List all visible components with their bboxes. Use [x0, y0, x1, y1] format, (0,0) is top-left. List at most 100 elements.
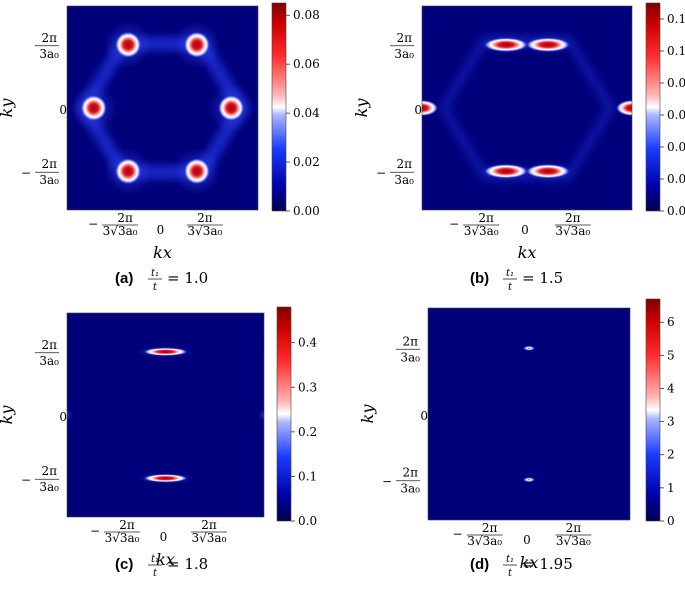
panel-b: 2π3a₀02π3a₀−ky2π3√3a₀−02π3√3a₀kx0.000.02…: [352, 2, 685, 293]
x-tick-label: 2π 3√3a₀: [467, 521, 502, 548]
caption-ratio-numerator: t₁: [151, 554, 159, 565]
colorbar-tick-label: 0.08: [293, 8, 320, 22]
peak-6: [616, 100, 632, 116]
x-tick-minus: −: [449, 217, 459, 231]
peak-2: [143, 474, 188, 483]
caption-ratio-denominator: t: [508, 282, 513, 293]
y-tick-minus: −: [376, 166, 386, 180]
caption-letter: (d): [470, 556, 489, 573]
colorbar-fill: [645, 298, 661, 522]
y-tick-label: 2π: [41, 157, 57, 171]
x-tick-label: 2π 3√3a₀: [555, 211, 590, 238]
colorbar-tick-label: 0.3: [298, 380, 317, 394]
plot-area: [428, 308, 630, 520]
y-tick-label: 0: [414, 103, 422, 117]
caption-letter: (b): [470, 270, 489, 287]
caption-ratio-numerator: t₁: [506, 554, 514, 565]
x-tick-label: 0: [160, 530, 168, 544]
peak-5: [80, 95, 107, 121]
y-tick-minus: −: [21, 473, 31, 487]
caption-value: = 1.95: [522, 555, 573, 573]
y-tick-label: 3a₀: [400, 482, 420, 496]
panel-caption: (a) t₁ t = 1.0: [115, 268, 208, 293]
colorbar-tick-label: 0.00: [667, 204, 685, 218]
x-tick-minus: −: [453, 527, 463, 541]
panel-caption: (d) t₁ t = 1.95: [470, 554, 573, 579]
y-tick-label: 3a₀: [39, 480, 59, 494]
y-axis-label: ky: [352, 98, 371, 118]
y-tick-label: 2π: [41, 31, 57, 45]
colorbar: 0 1 2 3 4 5 6: [645, 298, 675, 528]
caption-value: = 1.5: [522, 269, 563, 287]
x-tick-label: 2π 3√3a₀: [187, 211, 222, 238]
x-tick-label: 0: [157, 223, 165, 237]
x-tick-label: 0: [523, 533, 531, 547]
y-tick-label: 2π: [402, 334, 418, 348]
colorbar-tick-label: 0.0: [298, 514, 317, 528]
colorbar-tick-label: 0.06: [667, 108, 685, 122]
colorbar-fill: [645, 2, 661, 212]
peak-4: [183, 158, 210, 185]
colorbar-tick-label: 0.06: [293, 57, 320, 71]
colorbar-tick-label: 2: [667, 448, 675, 462]
peak-6: [218, 95, 245, 121]
plot-background: [428, 308, 630, 520]
caption-ratio-denominator: t: [153, 282, 158, 293]
x-tick-minus: −: [88, 217, 98, 231]
x-tick-label: 2π 3√3a₀: [556, 521, 591, 548]
panel-caption: (b) t₁ t = 1.5: [470, 268, 563, 293]
x-axis-label: kx: [156, 550, 175, 569]
y-tick-label: 2π: [402, 466, 418, 480]
colorbar-tick-label: 0.02: [667, 172, 685, 186]
peak-5: [422, 100, 438, 116]
caption-ratio-numerator: t₁: [151, 268, 159, 279]
x-axis-label: kx: [520, 553, 539, 572]
y-tick-label: 3a₀: [39, 354, 59, 368]
x-axis-label: kx: [518, 243, 537, 262]
colorbar-tick-label: 4: [667, 381, 675, 395]
colorbar-tick-label: 1: [667, 481, 675, 495]
panel-caption: (c) t₁ t = 1.8: [115, 554, 208, 579]
y-tick-label: 2π: [396, 157, 412, 171]
peak-2: [526, 37, 570, 52]
plot-frame: [66, 312, 265, 518]
plot-area: [422, 6, 632, 210]
colorbar-tick-label: 0.10: [667, 44, 685, 58]
caption-letter: (a): [115, 270, 133, 287]
colorbar-tick-label: 0.08: [667, 76, 685, 90]
y-tick-label: 2π: [396, 31, 412, 45]
colorbar-tick-label: 0.4: [298, 336, 317, 350]
colorbar-tick-label: 0.02: [293, 155, 320, 169]
peak-3: [484, 164, 528, 179]
plot-background: [67, 313, 264, 517]
y-tick-label: 3a₀: [394, 47, 414, 61]
peak-1: [143, 347, 188, 356]
x-tick-minus: −: [90, 524, 100, 538]
x-tick-label: 2π 3√3a₀: [103, 211, 138, 238]
peak-1: [484, 37, 528, 52]
y-tick-label: 3a₀: [394, 173, 414, 187]
caption-ratio-numerator: t₁: [506, 268, 514, 279]
x-tick-label: 2π 3√3a₀: [192, 518, 227, 545]
y-tick-label: 3a₀: [400, 350, 420, 364]
edge-glow-left: [67, 409, 73, 421]
colorbar-fill: [271, 2, 287, 212]
y-axis-label: ky: [0, 98, 16, 118]
colorbar-tick-label: 0: [667, 514, 675, 528]
peak-2: [183, 31, 210, 58]
plot-area: [67, 6, 258, 210]
caption-value: = 1.8: [167, 555, 208, 573]
y-tick-label: 2π: [41, 338, 57, 352]
x-axis-label: kx: [153, 243, 172, 262]
plot-area: [67, 313, 264, 517]
colorbar-tick-label: 5: [667, 348, 675, 362]
y-tick-label: 0: [59, 103, 67, 117]
